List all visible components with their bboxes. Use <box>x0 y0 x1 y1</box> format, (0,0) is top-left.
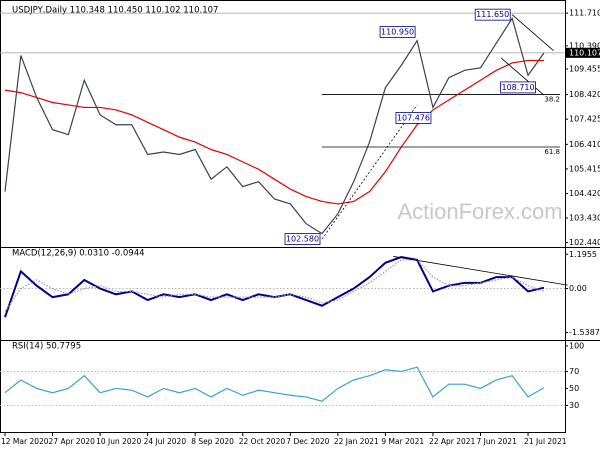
y-tick-label: 30 <box>569 401 579 410</box>
x-tick-label: 24 Jul 2020 <box>144 437 187 446</box>
panel-title: USDJPY,Daily 110.348 110.450 110.102 110… <box>12 6 218 16</box>
annotation-label: 107.476 <box>397 113 430 122</box>
annotation-label: 102.580 <box>286 235 319 244</box>
trendline <box>321 104 418 240</box>
panel-title: RSI(14) 50.7795 <box>12 342 81 352</box>
x-tick-label: 21 Jul 2021 <box>524 437 567 446</box>
x-tick-label: 10 Jun 2020 <box>96 437 141 446</box>
series-line <box>4 255 545 318</box>
y-tick-label: 103.430 <box>569 214 600 223</box>
panel-title: MACD(12,26,9) 0.0310 -0.0944 <box>12 249 145 259</box>
annotation-box <box>395 112 432 124</box>
x-tick-label: 8 Sep 2020 <box>191 437 234 446</box>
series-line <box>4 16 545 235</box>
x-tick-label: 22 Oct 2020 <box>239 437 286 446</box>
watermark: ActionForex.com <box>397 199 562 224</box>
y-tick-label: 106.410 <box>569 140 600 149</box>
annotation-box <box>284 233 321 245</box>
x-tick-label: 7 Dec 2020 <box>286 437 329 446</box>
trendline <box>500 57 545 96</box>
annotation-label: 108.710 <box>502 83 535 92</box>
x-tick-label: 22 Apr 2021 <box>429 437 476 446</box>
fib-label: 38.2 <box>544 96 560 104</box>
trendline <box>511 14 554 51</box>
y-tick-label: 109.455 <box>569 64 600 73</box>
annotation-box <box>379 26 416 38</box>
y-tick-label: 111.710 <box>569 9 600 18</box>
fib-label: 61.8 <box>544 148 560 156</box>
annotation-box <box>474 8 511 21</box>
x-tick-label: 22 Jan 2021 <box>334 437 379 446</box>
y-tick-label: 1.1955 <box>569 250 597 259</box>
y-tick-label: 110.390 <box>569 41 600 50</box>
x-tick-label: 9 Mar 2021 <box>381 437 424 446</box>
y-tick-label: 50 <box>569 384 579 393</box>
y-tick-label: 102.440 <box>569 238 600 247</box>
price-box <box>566 47 600 58</box>
price-label: 110.107 <box>569 48 600 57</box>
y-tick-label: -1.5387 <box>569 328 600 337</box>
trendline <box>393 256 568 286</box>
y-tick-label: 104.420 <box>569 189 600 198</box>
series-line <box>4 366 545 402</box>
series-line <box>4 259 545 312</box>
annotation-label: 110.950 <box>381 27 414 36</box>
x-tick-label: 7 Jun 2021 <box>477 437 518 446</box>
y-tick-label: 107.425 <box>569 115 600 124</box>
y-tick-label: 105.415 <box>569 164 600 173</box>
annotation-label: 111.650 <box>476 10 509 19</box>
x-tick-label: 12 Mar 2020 <box>1 437 49 446</box>
frame <box>0 0 566 433</box>
y-tick-label: 108.420 <box>569 90 600 99</box>
y-tick-label: 100 <box>569 341 584 350</box>
x-tick-label: 27 Apr 2020 <box>49 437 96 446</box>
annotation-box <box>500 81 536 94</box>
y-tick-label: 70 <box>569 367 579 376</box>
y-tick-label: 0.00 <box>569 284 587 293</box>
series-line <box>4 59 544 205</box>
